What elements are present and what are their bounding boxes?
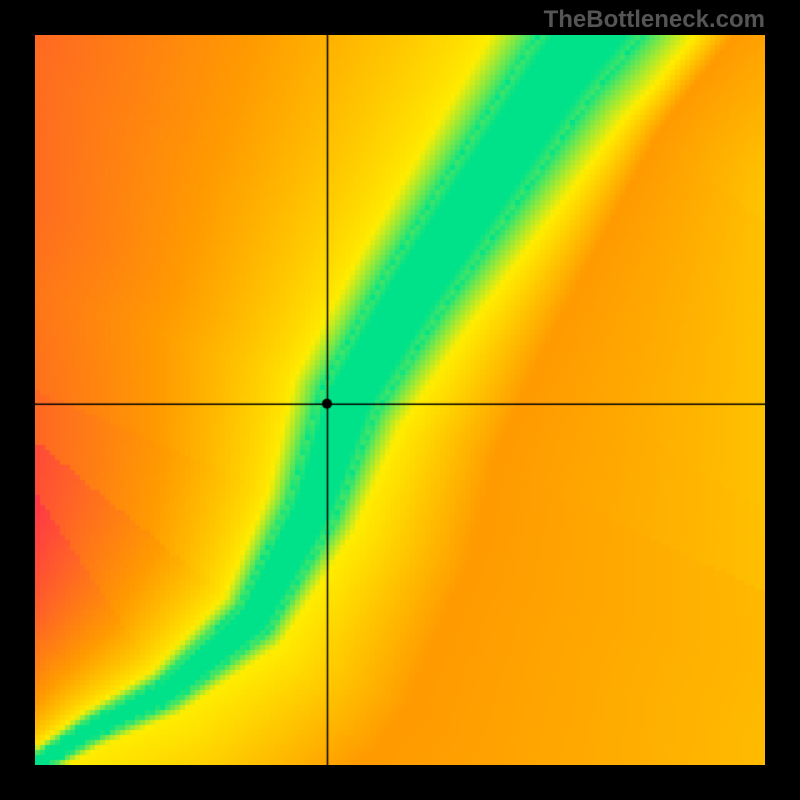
chart-container: TheBottleneck.com [0, 0, 800, 800]
watermark-text: TheBottleneck.com [544, 6, 765, 34]
bottleneck-heatmap [35, 35, 765, 765]
